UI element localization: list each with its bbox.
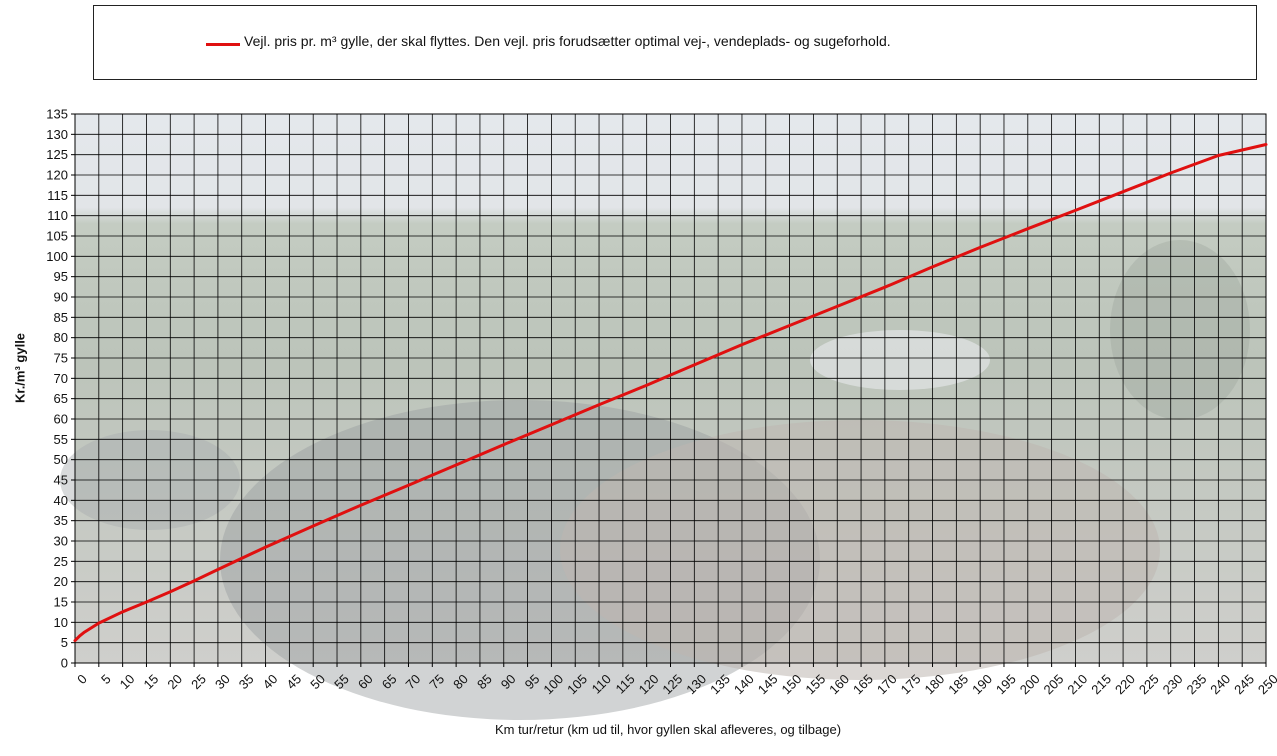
x-tick-label: 35: [236, 671, 257, 692]
legend-line-swatch: [206, 43, 240, 46]
x-tick-label: 245: [1231, 671, 1257, 697]
y-tick-label: 115: [47, 188, 68, 203]
y-tick-label: 25: [54, 554, 68, 569]
x-tick-label: 40: [260, 671, 281, 692]
y-tick-label: 85: [54, 310, 68, 325]
y-tick-label: 70: [54, 371, 68, 386]
y-tick-label: 50: [54, 452, 68, 467]
x-axis-title: Km tur/retur (km ud til, hvor gyllen ska…: [494, 722, 842, 737]
x-tick-label: 185: [945, 671, 971, 697]
y-tick-label: 30: [54, 534, 68, 549]
x-tick-label: 5: [98, 671, 114, 687]
x-tick-label: 30: [212, 671, 233, 692]
y-tick-label: 5: [61, 635, 68, 650]
x-tick-label: 45: [283, 671, 304, 692]
x-tick-label: 235: [1183, 671, 1209, 697]
x-tick-label: 20: [164, 671, 185, 692]
y-tick-label: 40: [54, 493, 68, 508]
legend-label: Vejl. pris pr. m³ gylle, der skal flytte…: [244, 33, 891, 49]
x-tick-label: 25: [188, 671, 209, 692]
y-tick-label: 90: [54, 290, 68, 305]
x-tick-label: 225: [1136, 671, 1162, 697]
x-tick-label: 200: [1017, 671, 1043, 697]
y-tick-label: 105: [46, 229, 68, 244]
x-tick-label: 220: [1112, 671, 1138, 697]
x-tick-label: 140: [731, 671, 757, 697]
y-tick-label: 60: [54, 412, 68, 427]
y-tick-label: 100: [46, 249, 68, 264]
y-tick-label: 65: [54, 391, 68, 406]
x-tick-label: 205: [1041, 671, 1067, 697]
y-tick-label: 130: [46, 127, 68, 142]
y-tick-label: 0: [61, 656, 68, 671]
y-tick-label: 10: [54, 615, 68, 630]
x-tick-label: 190: [969, 671, 995, 697]
x-tick-label: 0: [74, 671, 90, 687]
x-tick-label: 10: [117, 671, 138, 692]
x-tick-label: 240: [1207, 671, 1233, 697]
x-tick-label: 210: [1064, 671, 1090, 697]
y-tick-label: 15: [54, 595, 68, 610]
y-tick-label: 120: [46, 168, 68, 183]
y-tick-label: 75: [54, 351, 68, 366]
y-tick-label: 110: [47, 208, 68, 223]
x-tick-label: 195: [993, 671, 1019, 697]
x-tick-label: 250: [1255, 671, 1277, 697]
y-axis-title: Kr./m³ gylle: [12, 332, 28, 404]
y-tick-label: 20: [54, 574, 68, 589]
x-tick-label: 230: [1160, 671, 1186, 697]
x-tick-label: 145: [755, 671, 781, 697]
x-tick-label: 15: [141, 671, 162, 692]
y-tick-label: 135: [46, 107, 68, 122]
y-tick-label: 80: [54, 330, 68, 345]
series-line: [73, 143, 1268, 643]
y-tick-label: 125: [46, 147, 68, 162]
y-tick-label: 45: [54, 473, 68, 488]
x-tick-label: 215: [1088, 671, 1114, 697]
y-tick-label: 95: [54, 269, 68, 284]
y-tick-label: 35: [54, 513, 68, 528]
y-tick-label: 55: [54, 432, 68, 447]
legend-box: Vejl. pris pr. m³ gylle, der skal flytte…: [93, 5, 1257, 80]
plot-background: [60, 114, 1266, 720]
